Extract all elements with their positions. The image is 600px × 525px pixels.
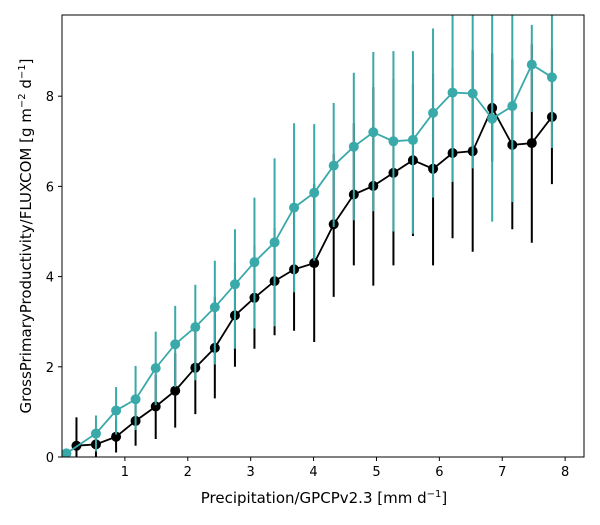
data-point: [526, 138, 537, 149]
x-tick-label: 3: [247, 465, 255, 480]
y-tick-label: 0: [46, 451, 54, 466]
y-axis-label-end: ]: [17, 58, 35, 64]
data-point: [150, 401, 161, 412]
y-tick-label: 2: [46, 361, 54, 376]
y-axis-label-mid: d: [17, 79, 35, 93]
data-point: [507, 101, 518, 112]
data-point: [90, 428, 101, 439]
data-point: [546, 72, 557, 83]
x-axis-label-end: ]: [441, 489, 447, 507]
y-axis-label-text: GrossPrimaryProductivity/FLUXCOM [g m: [17, 108, 35, 413]
data-point: [249, 257, 260, 268]
data-point: [328, 160, 339, 171]
data-point: [487, 113, 498, 124]
data-point: [62, 448, 72, 457]
data-point: [447, 87, 458, 98]
data-point: [229, 279, 240, 290]
plot-content: [62, 15, 557, 457]
data-point: [130, 394, 141, 405]
series-line: [65, 63, 553, 455]
axes: 1 2 3 4 5 6 7 8 0 2 4 6 8: [46, 14, 585, 480]
x-tick-label: 8: [561, 465, 569, 480]
y-tick-label: 8: [46, 90, 54, 105]
x-tick-label: 6: [435, 465, 443, 480]
data-point: [289, 202, 300, 213]
data-point: [467, 88, 478, 99]
data-point: [269, 237, 280, 248]
data-point: [111, 405, 122, 416]
series-1: [62, 15, 557, 457]
data-point: [111, 431, 122, 442]
data-point: [407, 134, 418, 145]
data-point: [368, 127, 379, 138]
x-axis-label-sup: −1: [427, 489, 442, 500]
y-tick-label: 4: [46, 271, 54, 286]
data-point: [170, 385, 181, 396]
x-tick-label: 2: [184, 465, 192, 480]
data-point: [309, 187, 320, 198]
data-point: [190, 322, 201, 333]
y-axis-label: GrossPrimaryProductivity/FLUXCOM [g m−2 …: [17, 58, 35, 413]
data-point: [209, 302, 220, 313]
y-axis-label-sup1: −2: [17, 93, 28, 108]
plot-area: [62, 15, 557, 457]
x-tick-label: 1: [121, 465, 129, 480]
data-point: [388, 136, 399, 147]
data-point: [170, 339, 181, 350]
x-axis-label-text: Precipitation/GPCPv2.3 [mm d: [201, 489, 427, 507]
x-axis-label: Precipitation/GPCPv2.3 [mm d−1]: [201, 489, 447, 507]
x-tick-label: 7: [498, 465, 506, 480]
data-point: [309, 258, 320, 269]
x-tick-label: 4: [309, 465, 317, 480]
data-point: [526, 59, 537, 70]
data-point: [348, 141, 359, 152]
y-axis-label-sup2: −1: [17, 64, 28, 79]
x-tick-label: 5: [372, 465, 380, 480]
data-point: [150, 363, 161, 374]
data-point: [428, 107, 439, 118]
plot-frame: [61, 14, 585, 458]
y-tick-label: 6: [46, 180, 54, 195]
